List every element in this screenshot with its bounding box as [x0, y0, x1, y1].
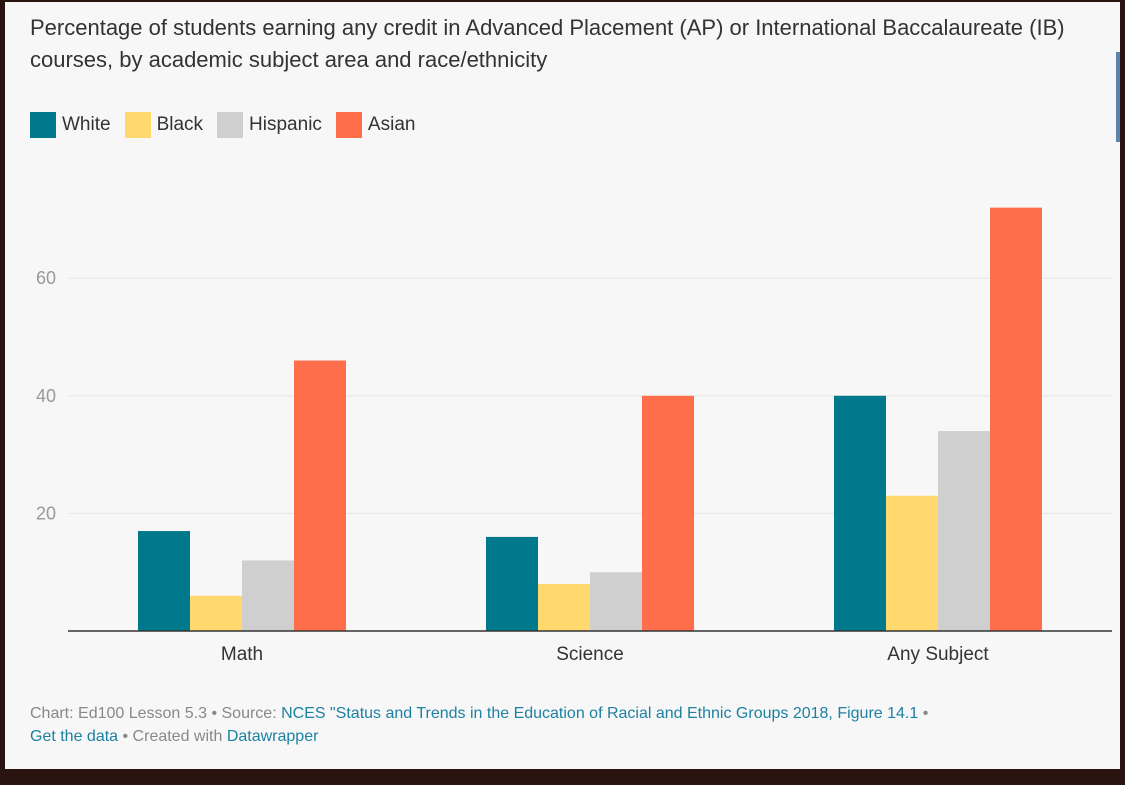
legend-item-white: White	[30, 112, 111, 138]
legend-swatch-asian	[335, 112, 362, 138]
source-link[interactable]: NCES "Status and Trends in the Education…	[281, 705, 919, 722]
x-category-label: Science	[556, 644, 624, 665]
legend-label-black: Black	[156, 114, 204, 135]
bar-white-math	[138, 531, 190, 631]
bar-hispanic-science	[590, 572, 642, 631]
y-tick-label: 40	[36, 386, 56, 406]
bar-chart: 20 40 60 Math Science Any Subject	[36, 207, 1112, 665]
footer-credit: Chart: Ed100 Lesson 5.3 • Source:	[30, 705, 282, 722]
bars-layer	[138, 207, 1042, 631]
x-category-label: Math	[221, 644, 263, 665]
legend-swatch-black	[124, 112, 151, 138]
y-tick-label: 20	[36, 503, 56, 523]
bar-hispanic-any-subject	[938, 431, 990, 631]
bar-black-any-subject	[886, 495, 938, 631]
chart-title: Percentage of students earning any credi…	[30, 15, 1065, 72]
y-tick-label: 60	[36, 268, 56, 288]
bar-asian-any-subject	[990, 207, 1042, 631]
legend-item-asian: Asian	[335, 112, 416, 138]
legend-swatch-hispanic	[217, 112, 244, 138]
scroll-indicator	[1116, 52, 1120, 142]
legend-label-white: White	[62, 114, 111, 135]
chart-footer: Chart: Ed100 Lesson 5.3 • Source: NCES "…	[30, 702, 1115, 748]
legend-item-black: Black	[124, 112, 204, 138]
bar-black-math	[190, 595, 242, 631]
bar-hispanic-math	[242, 560, 294, 631]
footer-created-with: • Created with	[118, 728, 227, 745]
legend-swatch-white	[30, 112, 56, 138]
get-the-data-link[interactable]: Get the data	[30, 728, 119, 745]
bar-asian-science	[642, 395, 694, 631]
bar-black-science	[538, 583, 590, 631]
bar-white-any-subject	[834, 395, 886, 631]
chart-legend: White Black Hispanic Asian	[30, 112, 429, 138]
legend-item-hispanic: Hispanic	[217, 112, 322, 138]
x-category-label: Any Subject	[887, 644, 989, 665]
labels-layer: 20 40 60 Math Science Any Subject	[36, 268, 1112, 665]
legend-label-hispanic: Hispanic	[249, 114, 322, 135]
chart-panel	[5, 2, 1120, 769]
datawrapper-link[interactable]: Datawrapper	[226, 728, 319, 745]
legend-label-asian: Asian	[367, 114, 416, 135]
footer-separator: •	[918, 705, 929, 722]
bar-white-science	[486, 536, 538, 631]
bar-asian-math	[294, 360, 346, 631]
